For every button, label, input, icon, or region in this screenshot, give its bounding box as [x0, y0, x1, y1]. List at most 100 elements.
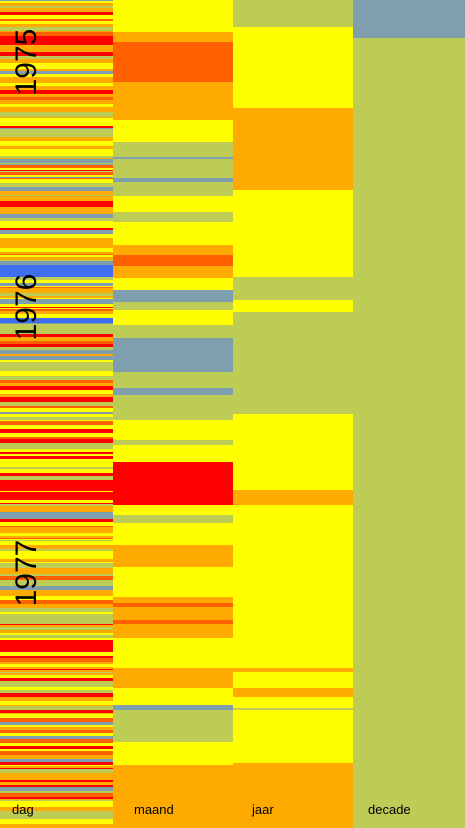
- stripe: [0, 210, 113, 213]
- stripe: [0, 522, 113, 526]
- stripe: [233, 277, 353, 300]
- stripe: [0, 467, 113, 469]
- stripe: [0, 49, 113, 50]
- stripe: [0, 32, 113, 36]
- stripe: [0, 743, 113, 746]
- stripe: [0, 625, 113, 627]
- stripe: [0, 163, 113, 164]
- stripe: [113, 462, 233, 505]
- stripe: [0, 417, 113, 420]
- stripe: [0, 371, 113, 372]
- stripe: [0, 701, 113, 705]
- stripe: [113, 567, 233, 597]
- stripe: [0, 123, 113, 126]
- stripe: [0, 746, 113, 749]
- column-label: jaar: [251, 802, 274, 817]
- stripe: [0, 257, 113, 260]
- stripe: [0, 509, 113, 512]
- stripe: [0, 236, 113, 238]
- stripe: [0, 706, 113, 710]
- stripe: [0, 749, 113, 751]
- stripe: [0, 535, 113, 536]
- stripe: [0, 356, 113, 360]
- stripe: [0, 328, 113, 330]
- stripe: [0, 334, 113, 337]
- stripe: [113, 668, 233, 688]
- stripe: [0, 600, 113, 604]
- stripe: [0, 751, 113, 755]
- stripe: [0, 459, 113, 463]
- stripe: [0, 309, 113, 311]
- stripe: [0, 341, 113, 344]
- stripe: [0, 614, 113, 617]
- stripe: [0, 265, 113, 269]
- stripe: [0, 287, 113, 288]
- stripe: [113, 620, 233, 624]
- stripe: [0, 107, 113, 110]
- stripe: [0, 638, 113, 640]
- stripe: [0, 330, 113, 334]
- stripe: [0, 664, 113, 666]
- stripe: [0, 802, 113, 805]
- stripe: [0, 277, 113, 280]
- stripe: [0, 71, 113, 74]
- stripe: [0, 372, 113, 376]
- stripe: [0, 722, 113, 725]
- stripe: [0, 500, 113, 502]
- stripe: [0, 630, 113, 633]
- stripe: [0, 394, 113, 397]
- stripe: [0, 568, 113, 572]
- stripe: [353, 38, 465, 828]
- stripe: [0, 549, 113, 551]
- stripe: [0, 580, 113, 582]
- stripe: [0, 260, 113, 261]
- stripe: [0, 414, 113, 415]
- stripe: [0, 714, 113, 718]
- stripe: [0, 739, 113, 743]
- stripe: [113, 255, 233, 266]
- stripe: [0, 218, 113, 221]
- stripe: [0, 527, 113, 530]
- stripe: [0, 710, 113, 713]
- stripe: [0, 627, 113, 630]
- stripe: [0, 118, 113, 119]
- stripe: [0, 666, 113, 667]
- stripe: [0, 635, 113, 638]
- stripe: [0, 160, 113, 163]
- stripe: [233, 708, 353, 710]
- stripe: [0, 133, 113, 137]
- stripe: [113, 597, 233, 603]
- stripe: [113, 603, 233, 607]
- stripe: [0, 19, 113, 21]
- stripe: [0, 24, 113, 27]
- stripe: [0, 676, 113, 678]
- stripe: [233, 668, 353, 672]
- stripe: [0, 390, 113, 394]
- stripe: [113, 742, 233, 765]
- stripe: [233, 490, 353, 505]
- stripe: [0, 196, 113, 200]
- stripe: [113, 42, 233, 82]
- stripe: [0, 281, 113, 282]
- stripe: [0, 762, 113, 765]
- stripe: [0, 90, 113, 94]
- stripe: [0, 283, 113, 286]
- stripe: [0, 288, 113, 289]
- stripe: [0, 768, 113, 769]
- stripe: [0, 530, 113, 533]
- stripe: [0, 104, 113, 107]
- stripe: [113, 445, 233, 462]
- stripe: [0, 800, 113, 801]
- stripe: [0, 303, 113, 304]
- stripe: [0, 308, 113, 309]
- stripe: [113, 222, 233, 245]
- stripe: [0, 765, 113, 766]
- stripe: [0, 286, 113, 287]
- stripe: [0, 492, 113, 496]
- stripe: [0, 633, 113, 635]
- stripe: [0, 727, 113, 730]
- stripe: [233, 505, 353, 668]
- stripe: [0, 320, 113, 321]
- stripe: [0, 675, 113, 676]
